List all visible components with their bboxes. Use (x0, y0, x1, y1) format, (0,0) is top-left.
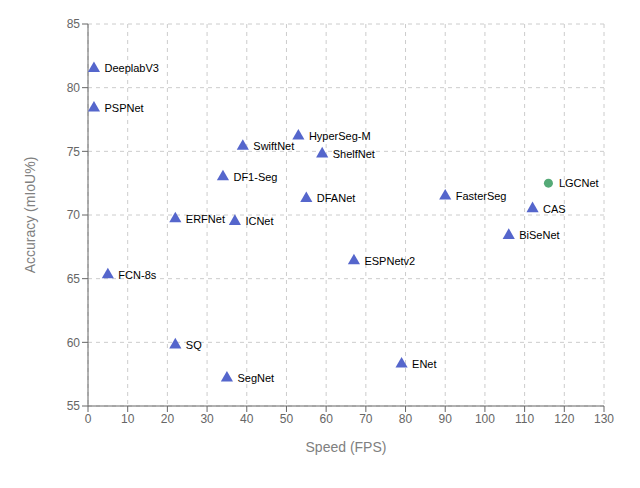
svg-text:SegNet: SegNet (237, 372, 274, 384)
svg-text:DeeplabV3: DeeplabV3 (104, 62, 158, 74)
svg-text:0: 0 (85, 412, 92, 426)
svg-text:DFANet: DFANet (317, 192, 356, 204)
svg-text:120: 120 (554, 412, 574, 426)
svg-text:70: 70 (67, 208, 81, 222)
svg-text:90: 90 (439, 412, 453, 426)
svg-text:100: 100 (475, 412, 495, 426)
svg-text:LGCNet: LGCNet (559, 177, 599, 189)
svg-text:110: 110 (515, 412, 534, 426)
svg-text:FCN-8s: FCN-8s (118, 269, 156, 281)
svg-text:SwiftNet: SwiftNet (253, 140, 294, 152)
svg-text:80: 80 (399, 412, 413, 426)
svg-text:Accuracy (mIoU%): Accuracy (mIoU%) (22, 157, 38, 274)
svg-text:HyperSeg-M: HyperSeg-M (309, 130, 371, 142)
svg-text:ERFNet: ERFNet (186, 213, 225, 225)
svg-text:BiSeNet: BiSeNet (519, 229, 559, 241)
svg-text:130: 130 (594, 412, 614, 426)
svg-text:ShelfNet: ShelfNet (333, 148, 375, 160)
svg-text:80: 80 (67, 81, 81, 95)
svg-text:55: 55 (67, 399, 81, 413)
svg-text:PSPNet: PSPNet (104, 102, 143, 114)
svg-text:30: 30 (200, 412, 214, 426)
svg-text:65: 65 (67, 272, 81, 286)
svg-text:50: 50 (280, 412, 294, 426)
svg-text:Speed (FPS): Speed (FPS) (306, 439, 387, 455)
svg-text:ENet: ENet (412, 358, 436, 370)
svg-text:60: 60 (319, 412, 333, 426)
svg-text:20: 20 (161, 412, 175, 426)
svg-text:CAS: CAS (543, 203, 566, 215)
svg-text:ESPNetv2: ESPNetv2 (364, 255, 415, 267)
svg-text:85: 85 (67, 17, 81, 31)
svg-text:10: 10 (121, 412, 135, 426)
svg-text:FasterSeg: FasterSeg (456, 190, 507, 202)
svg-text:70: 70 (359, 412, 373, 426)
svg-text:60: 60 (67, 336, 81, 350)
svg-text:75: 75 (67, 145, 81, 159)
svg-text:40: 40 (240, 412, 254, 426)
svg-text:DF1-Seg: DF1-Seg (233, 171, 277, 183)
svg-text:ICNet: ICNet (245, 215, 273, 227)
svg-text:SQ: SQ (186, 339, 202, 351)
